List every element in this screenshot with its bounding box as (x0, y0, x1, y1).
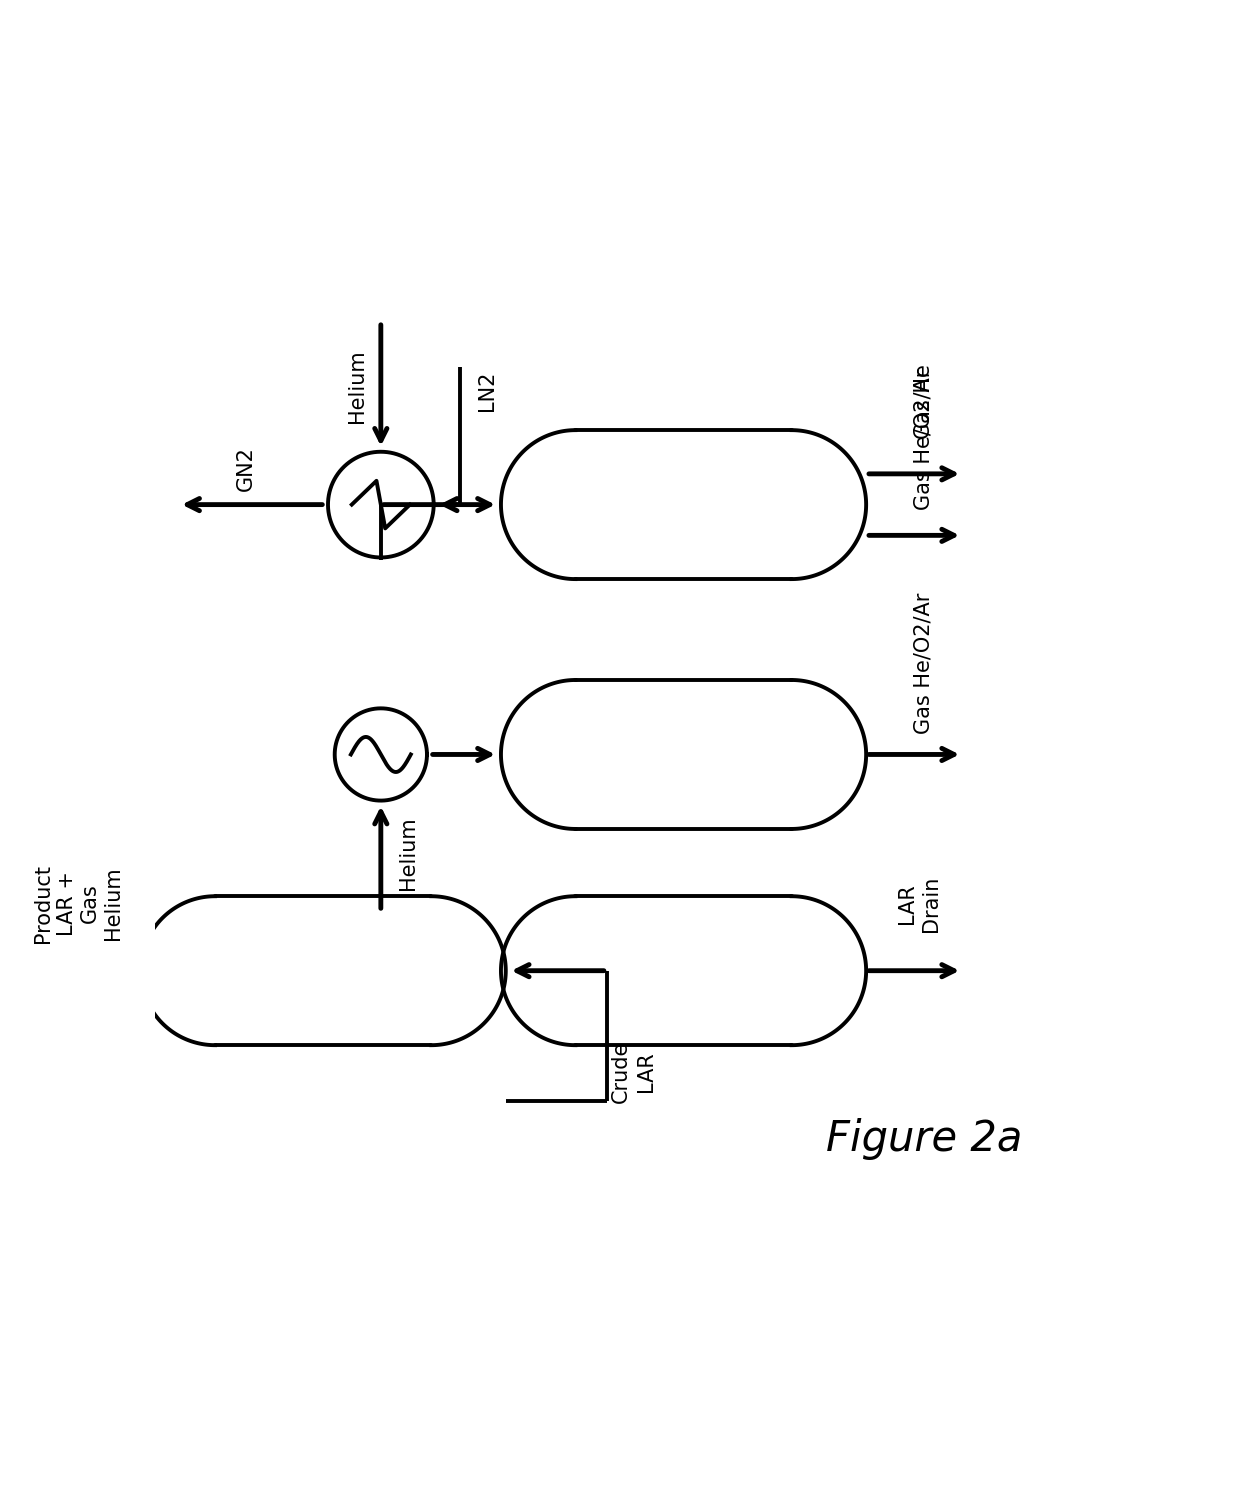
Text: LAR
Drain: LAR Drain (897, 875, 941, 932)
Text: Gas He/O2/Ar: Gas He/O2/Ar (914, 369, 934, 509)
Text: Crude
LAR: Crude LAR (611, 1041, 656, 1103)
Text: GN2: GN2 (237, 445, 257, 490)
Text: Gas He/O2/Ar: Gas He/O2/Ar (914, 593, 934, 734)
Text: Product
LAR +
Gas
Helium: Product LAR + Gas Helium (33, 864, 123, 943)
Text: Gas He: Gas He (914, 365, 934, 439)
Text: Figure 2a: Figure 2a (826, 1118, 1022, 1159)
Text: Helium: Helium (347, 350, 367, 423)
Text: Helium: Helium (398, 817, 418, 890)
Text: LN2: LN2 (476, 371, 496, 411)
